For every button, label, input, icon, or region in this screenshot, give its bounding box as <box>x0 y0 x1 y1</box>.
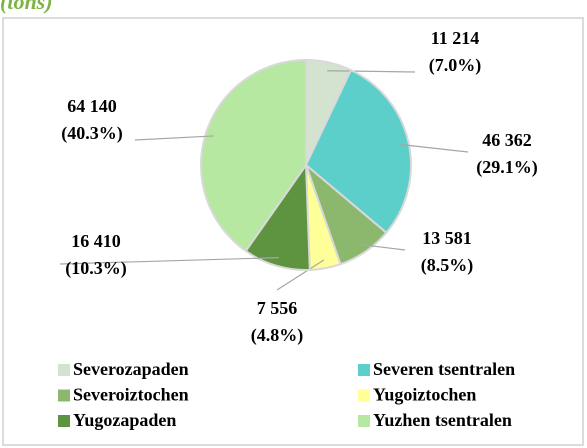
data-label: 11 214 <box>431 28 480 48</box>
legend-swatch <box>358 364 370 376</box>
percent-label: (4.8%) <box>251 325 304 346</box>
legend-swatch <box>358 415 370 427</box>
legend-swatch <box>58 364 70 376</box>
percent-label: (29.1%) <box>476 157 538 178</box>
percent-label: (10.3%) <box>65 258 127 279</box>
pie-slice <box>304 68 412 235</box>
leader-line <box>276 259 325 291</box>
legend-swatch <box>358 389 370 402</box>
leader-line <box>360 244 406 251</box>
data-label: 7 556 <box>257 298 298 318</box>
leader-line <box>327 70 416 73</box>
data-label: 46 362 <box>482 130 532 150</box>
legend-label: Yuzhen tsentralen <box>373 410 512 430</box>
chart-title: (tons) <box>0 0 53 14</box>
legend-label: Severozapaden <box>73 359 189 379</box>
legend-label: Severoiztochen <box>73 385 189 405</box>
percent-label: (40.3%) <box>61 123 123 144</box>
percent-label: (8.5%) <box>421 255 474 276</box>
leader-line <box>400 143 469 153</box>
legend-swatch <box>58 415 70 427</box>
legend-swatch <box>58 389 70 402</box>
pie-slice <box>200 58 307 253</box>
data-label: 64 140 <box>67 96 117 116</box>
data-label: 13 581 <box>422 228 472 248</box>
percent-label: (7.0%) <box>429 55 482 76</box>
data-label: 16 410 <box>71 231 121 251</box>
leader-line <box>59 257 279 265</box>
legend-label: Yugoiztochen <box>373 385 476 405</box>
legend-label: Yugozapaden <box>73 410 176 430</box>
legend-label: Severen tsentralen <box>373 359 515 379</box>
leader-line <box>134 135 214 141</box>
